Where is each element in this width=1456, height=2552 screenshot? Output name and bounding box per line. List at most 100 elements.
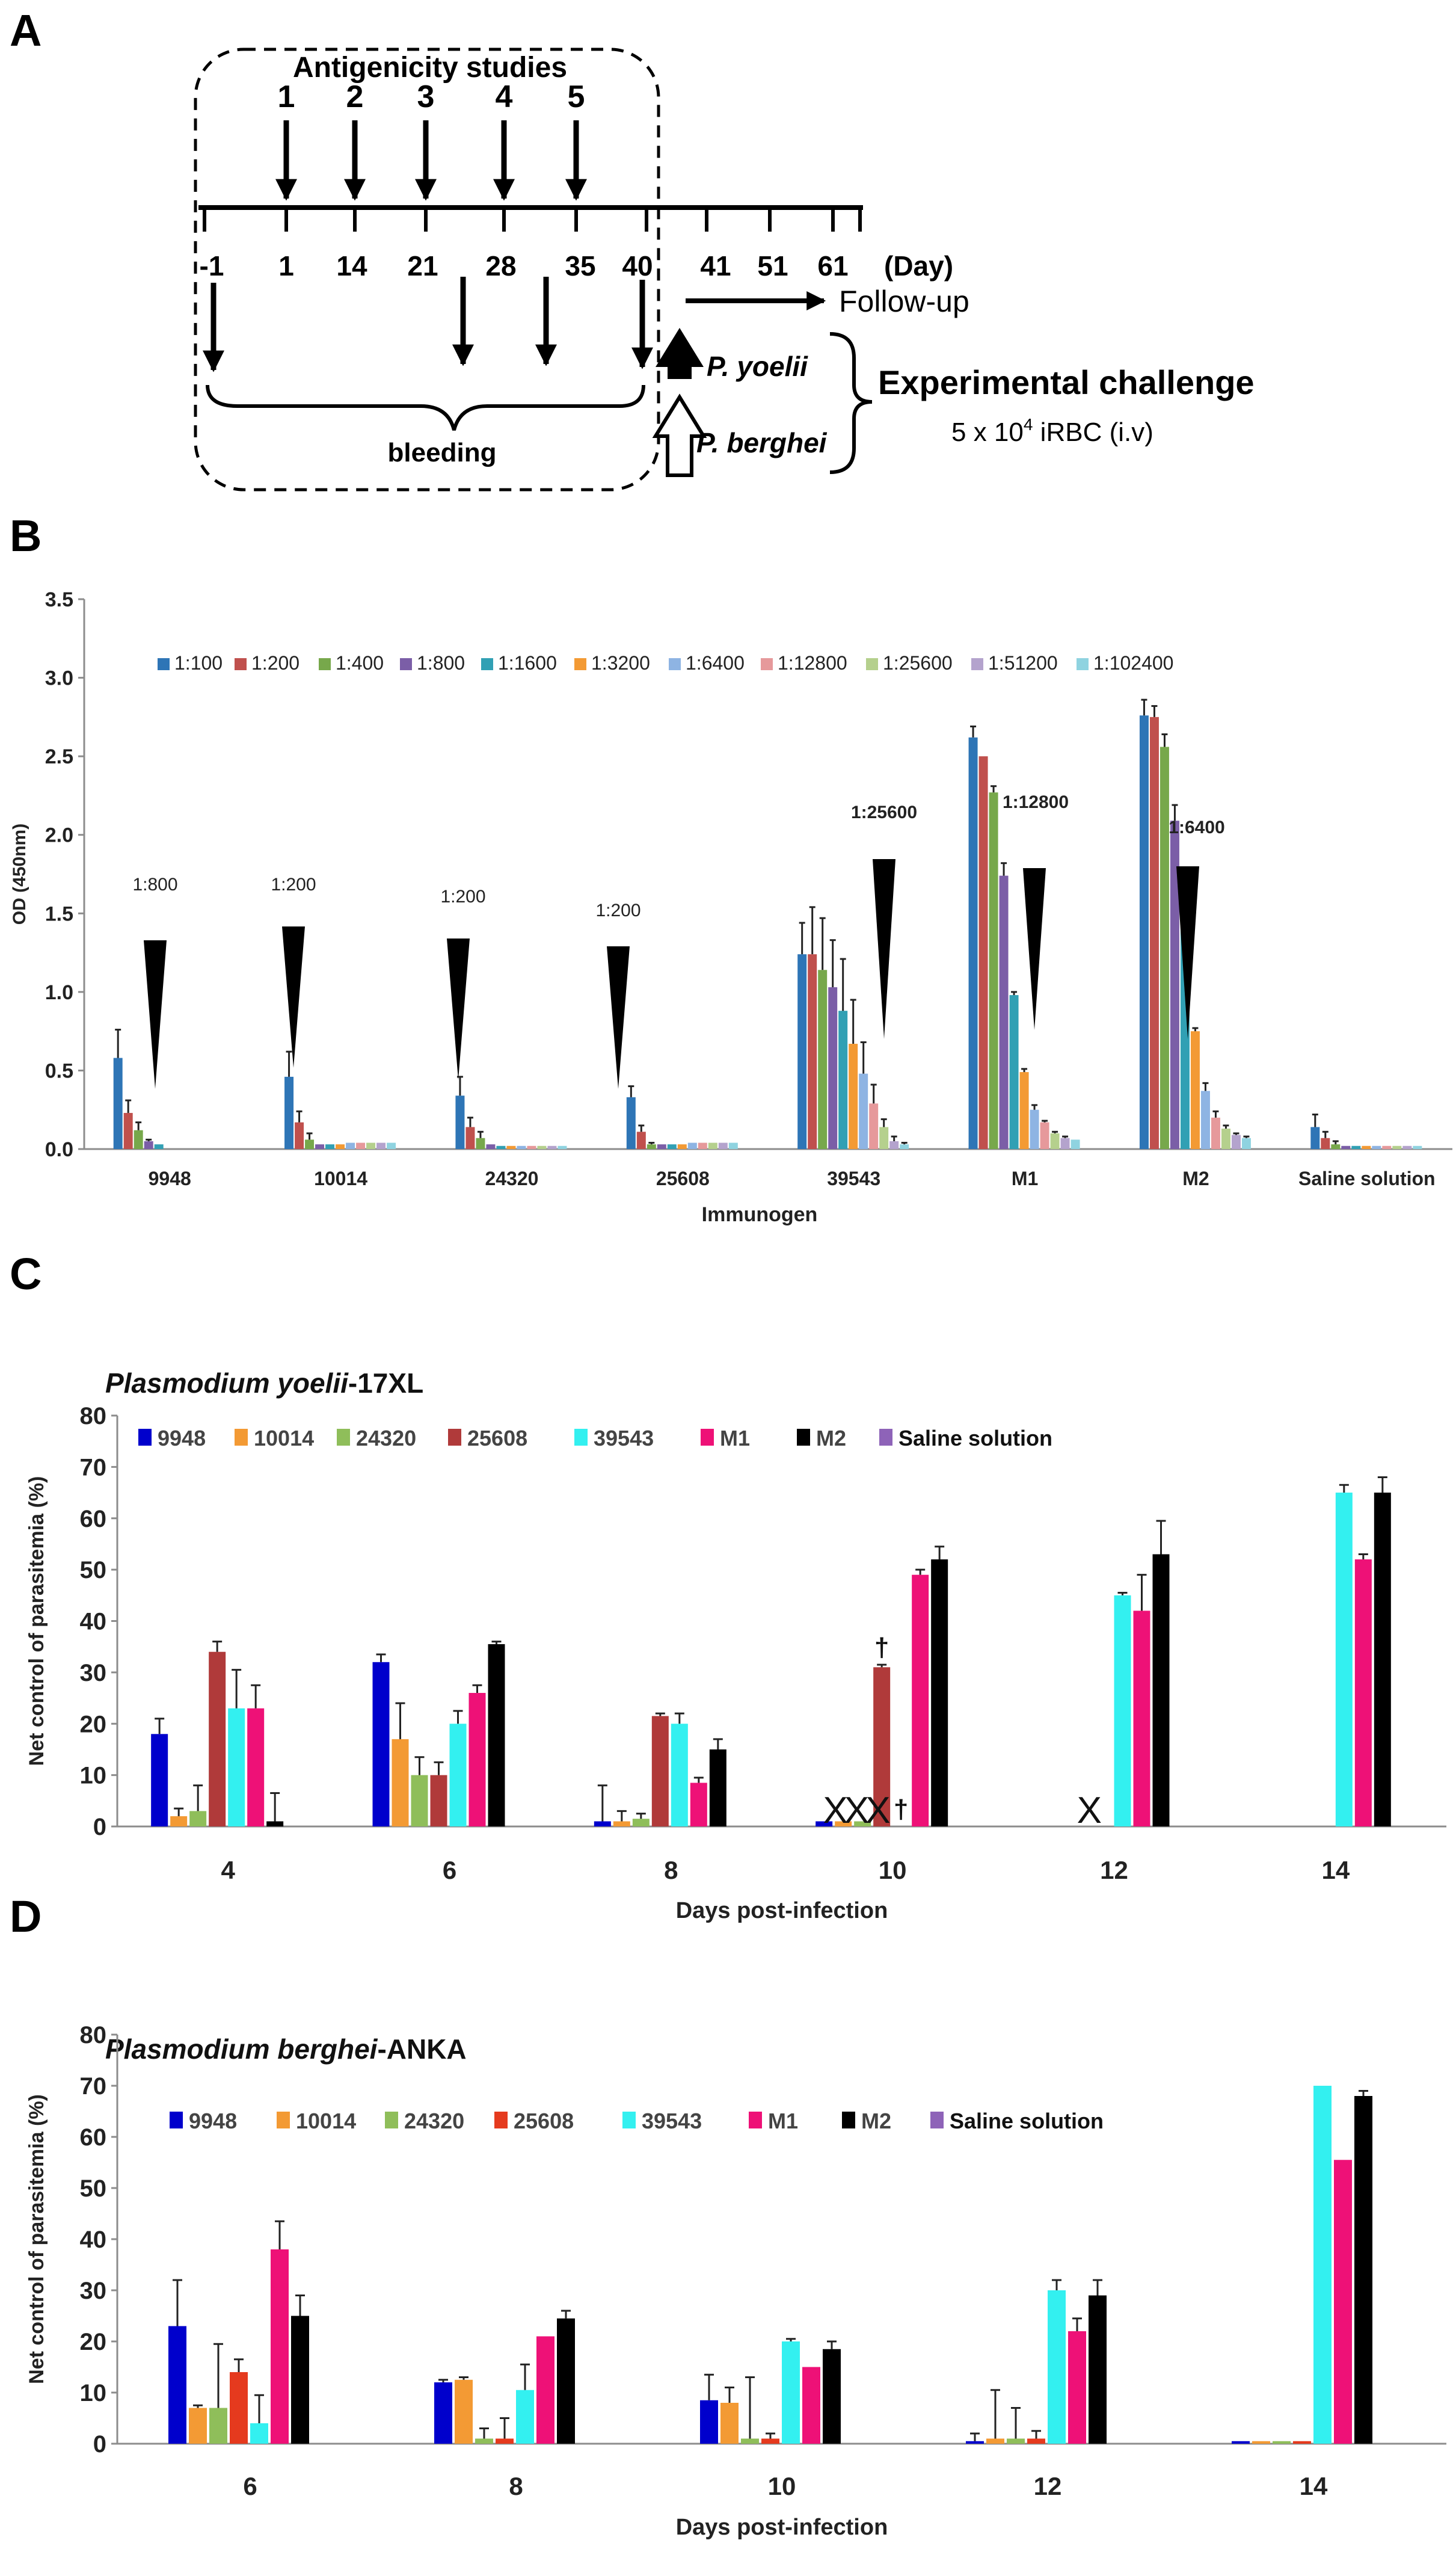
day-label: 61 (817, 250, 848, 282)
y-tick-label: 50 (80, 2175, 107, 2202)
bar (305, 1139, 315, 1149)
day-label: 1 (278, 250, 294, 282)
bar (594, 1821, 611, 1826)
legend-swatch (761, 658, 773, 670)
bar (366, 1142, 376, 1149)
bar (547, 1145, 557, 1149)
y-tick-label: 40 (80, 1609, 107, 1635)
bar (1133, 1610, 1150, 1826)
bar (1019, 1072, 1029, 1149)
legend-label: 1:100 (174, 652, 223, 674)
bar (189, 2408, 207, 2444)
bar (720, 2403, 739, 2444)
day-label: -1 (200, 250, 224, 282)
day-label: 40 (622, 250, 653, 282)
legend-swatch (971, 658, 983, 670)
bar (761, 2438, 779, 2444)
legend-label: 9948 (189, 2109, 237, 2133)
bar (1341, 1145, 1351, 1149)
bar (808, 954, 817, 1149)
bar (1372, 1145, 1381, 1149)
y-tick-label: 1.0 (45, 981, 73, 1004)
bleeding-label: bleeding (388, 438, 497, 467)
category-label: M1 (1012, 1168, 1038, 1189)
bar (889, 1141, 899, 1149)
legend-label: 24320 (404, 2109, 464, 2133)
bar (1252, 2441, 1270, 2444)
legend-swatch (669, 658, 681, 670)
dose-label: 3 (417, 79, 435, 114)
legend-swatch (385, 2112, 398, 2128)
bar (838, 1011, 848, 1149)
titer-arrow (144, 940, 167, 1089)
bar (336, 1144, 345, 1149)
y-tick-label: 80 (80, 1403, 107, 1429)
species-label-berghei: P. berghei (696, 427, 828, 458)
legend-swatch (400, 658, 412, 670)
legend-swatch (448, 1429, 461, 1446)
bar (315, 1144, 325, 1149)
bar (667, 1144, 677, 1149)
bar (828, 987, 838, 1149)
legend-label: 10014 (296, 2109, 356, 2133)
challenge-title: Experimental challenge (878, 363, 1255, 401)
bar (626, 1097, 636, 1149)
titer-arrow (1023, 868, 1046, 1030)
titer-annotation: 1:25600 (851, 803, 917, 822)
bar (1048, 2290, 1066, 2444)
panel-label-b: B (10, 511, 42, 561)
legend-label: 9948 (158, 1426, 206, 1450)
legend-label: Saline solution (950, 2109, 1104, 2133)
y-tick-label: 30 (80, 1660, 107, 1686)
legend-label: 25608 (514, 2109, 574, 2133)
legend-label: Saline solution (898, 1426, 1052, 1450)
bar (430, 1775, 447, 1826)
bar (859, 1073, 868, 1149)
bar (1160, 747, 1169, 1149)
y-tick-label: 70 (80, 1454, 107, 1481)
chart-title-rest: -17XL (348, 1367, 423, 1399)
bar (271, 2249, 289, 2444)
dose-arrows (275, 120, 587, 201)
y-tick-label: 1.5 (45, 902, 73, 925)
legend-label: 24320 (356, 1426, 416, 1450)
bar (434, 2382, 452, 2444)
y-tick-label: 20 (80, 1711, 107, 1737)
bar (708, 1142, 717, 1149)
category-label: M2 (1182, 1168, 1209, 1189)
y-tick-label: 70 (80, 2073, 107, 2100)
bar (986, 2438, 1004, 2444)
legend-label: 1:6400 (686, 652, 745, 674)
bar (230, 2372, 248, 2444)
antigenicity-box (194, 48, 660, 492)
bar (558, 1145, 567, 1149)
x-axis-label: Days post-infection (676, 1898, 888, 1923)
y-tick-label: 10 (80, 2380, 107, 2406)
bar (517, 1145, 526, 1149)
bar (677, 1144, 687, 1149)
bar (1139, 715, 1149, 1149)
day-label: 14 (336, 250, 367, 282)
death-marker: † (874, 1633, 889, 1662)
titer-annotation: 1:200 (595, 901, 640, 920)
bar (475, 2438, 493, 2444)
bar (968, 737, 978, 1149)
bar (657, 1144, 666, 1149)
legend-label: 1:400 (336, 652, 384, 674)
category-label: 10 (879, 1856, 907, 1884)
bar (854, 1821, 871, 1826)
bar (476, 1138, 485, 1149)
bar (816, 1821, 833, 1826)
legend-label: 10014 (254, 1426, 314, 1450)
bar (671, 1724, 688, 1826)
challenge-arrow-filled (656, 328, 704, 379)
y-tick-label: 0 (93, 1814, 106, 1840)
bar (966, 2441, 984, 2444)
titer-annotation: 1:200 (440, 887, 485, 907)
bar (488, 1644, 505, 1826)
bar (700, 2400, 718, 2444)
death-marker: X (1077, 1790, 1102, 1831)
y-axis-label: OD (450nm) (10, 824, 29, 925)
bar (1293, 2441, 1311, 2444)
